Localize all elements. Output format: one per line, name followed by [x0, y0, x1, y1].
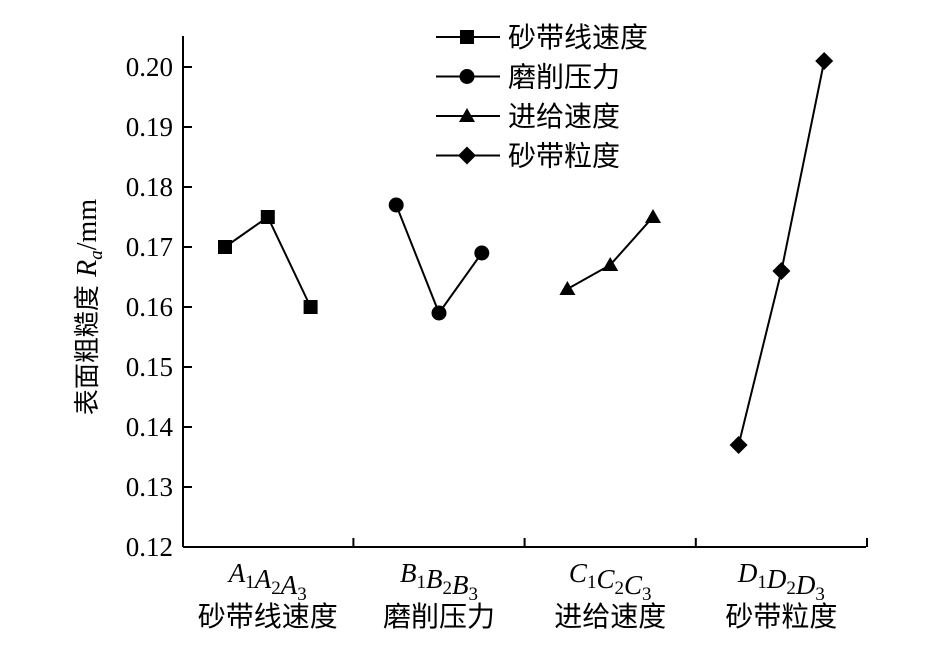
y-axis-title: 表面粗糙度 Ra/mm	[72, 199, 107, 415]
x-category-label: 进给速度	[554, 600, 666, 633]
y-tick-label: 0.14	[126, 412, 174, 442]
legend-entry: 进给速度	[436, 100, 620, 133]
series-line	[737, 60, 826, 446]
x-category-label: 砂带粒度	[725, 600, 837, 633]
data-point	[729, 436, 748, 454]
y-axis-label: 表面粗糙度 Ra/mm	[72, 199, 107, 415]
data-point	[303, 300, 318, 314]
x-level-labels: B1B2B3	[400, 558, 478, 605]
data-point	[602, 257, 619, 271]
legend-entry: 砂带线速度	[436, 21, 648, 54]
series-line	[566, 216, 654, 290]
series-line	[395, 204, 483, 316]
legend-marker	[458, 146, 476, 165]
x-category-label: 砂带线速度	[198, 600, 338, 633]
x-level-labels: A1A2A3	[227, 558, 307, 605]
legend-marker	[460, 30, 474, 44]
legend-label: 砂带线速度	[508, 21, 648, 54]
data-point	[260, 210, 275, 224]
axes: 0.12 0.13 0.14 0.15 0.16 0.17 0.18 0.19 0.20 A1A2…	[126, 36, 868, 633]
y-tick-label: 0.18	[126, 172, 173, 202]
series-diamond	[729, 52, 834, 454]
data-point	[474, 245, 490, 261]
legend-marker	[459, 69, 475, 84]
series-circle	[388, 197, 490, 321]
series-triangle	[559, 209, 661, 295]
data-point	[431, 305, 447, 321]
y-tick-label: 0.15	[126, 352, 173, 382]
y-tick-label: 0.17	[126, 232, 173, 262]
y-tick-label: 0.19	[126, 112, 173, 142]
x-level-labels: C1C2C3	[569, 558, 652, 605]
y-tick-label: 0.20	[126, 52, 173, 82]
legend-entry: 磨削压力	[436, 61, 620, 94]
y-tick-label: 0.16	[126, 292, 173, 322]
legend-label: 砂带粒度	[508, 140, 620, 173]
series-square	[218, 210, 318, 314]
x-category-label: 磨削压力	[383, 600, 495, 633]
data-point	[815, 52, 834, 70]
x-level-labels: D1D2D3	[737, 558, 825, 605]
data-point	[218, 240, 232, 254]
data-point	[388, 197, 404, 213]
y-tick-label: 0.12	[126, 532, 173, 562]
series-line	[224, 215, 312, 308]
legend-label: 磨削压力	[508, 61, 620, 94]
y-tick-label: 0.13	[126, 472, 173, 502]
legend-entry: 砂带粒度	[436, 140, 620, 173]
data-point	[772, 262, 791, 280]
data-point	[559, 281, 576, 295]
legend-marker	[459, 108, 475, 122]
series-layer	[218, 52, 834, 454]
legend-label: 进给速度	[508, 100, 620, 133]
data-point	[645, 209, 661, 223]
